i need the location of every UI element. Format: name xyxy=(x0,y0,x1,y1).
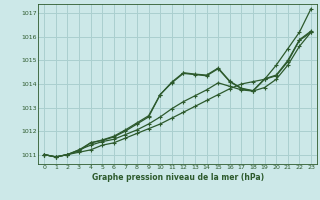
X-axis label: Graphe pression niveau de la mer (hPa): Graphe pression niveau de la mer (hPa) xyxy=(92,173,264,182)
